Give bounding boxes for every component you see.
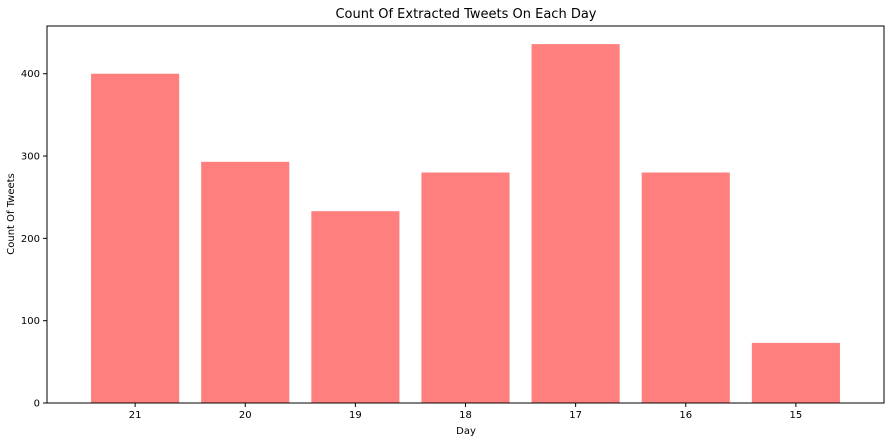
x-tick-label: 16 (679, 410, 692, 421)
x-tick-label: 21 (129, 410, 142, 421)
y-tick-label: 200 (21, 234, 40, 245)
x-axis-label: Day (456, 426, 476, 437)
bar-20 (201, 161, 290, 403)
y-tick-label: 300 (21, 152, 40, 163)
plot-frame (46, 25, 885, 404)
y-axis: 0 100 200 300 400 (21, 69, 47, 410)
y-tick-label: 100 (21, 316, 40, 327)
chart-title: Count Of Extracted Tweets On Each Day (335, 7, 596, 22)
y-tick-label: 400 (21, 69, 40, 80)
x-tick-label: 19 (349, 410, 362, 421)
bar-18 (421, 172, 510, 403)
y-axis-label: Count Of Tweets (6, 173, 17, 255)
bars-layer (91, 44, 840, 404)
x-tick-label: 20 (239, 410, 252, 421)
bar-21 (91, 73, 180, 403)
bar-16 (641, 172, 730, 403)
bar-17 (531, 44, 620, 404)
x-axis: 21 20 19 18 17 16 15 (129, 403, 803, 421)
x-tick-label: 17 (569, 410, 582, 421)
bar-19 (311, 211, 400, 403)
bar-15 (751, 342, 840, 403)
x-tick-label: 15 (790, 410, 803, 421)
x-tick-label: 18 (459, 410, 472, 421)
y-tick-label: 0 (34, 399, 40, 410)
